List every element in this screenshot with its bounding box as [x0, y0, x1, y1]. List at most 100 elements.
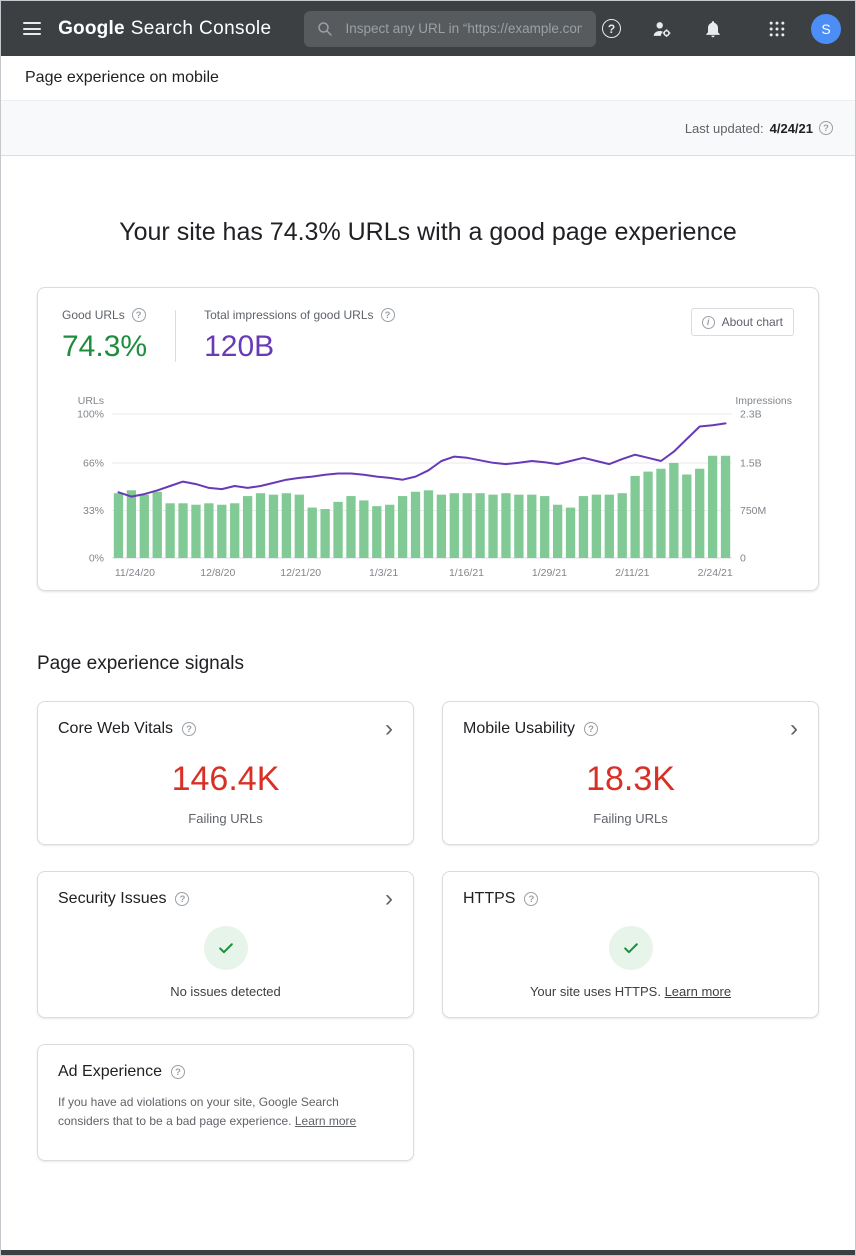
- hamburger-menu-icon[interactable]: [15, 11, 48, 47]
- notifications-bell-icon[interactable]: [697, 13, 729, 45]
- svg-text:33%: 33%: [83, 505, 104, 517]
- good-urls-help-icon[interactable]: [131, 308, 146, 322]
- core-web-vitals-help-icon[interactable]: [182, 722, 197, 736]
- help-icon[interactable]: [596, 13, 627, 44]
- impressions-label-row: Total impressions of good URLs: [204, 308, 395, 322]
- svg-text:11/24/20: 11/24/20: [115, 567, 155, 579]
- svg-text:1/29/21: 1/29/21: [532, 567, 567, 579]
- page-experience-chart-card: Good URLs 74.3% Total impressions of goo…: [37, 287, 819, 591]
- svg-text:0%: 0%: [89, 553, 104, 565]
- signals-grid: Core Web Vitals 146.4K Failing URLs Mobi…: [37, 701, 819, 1179]
- about-chart-label: About chart: [721, 315, 783, 329]
- impressions-help-icon[interactable]: [380, 308, 395, 322]
- mobile-usability-help-icon[interactable]: [584, 722, 599, 736]
- apps-grid-glyph: [769, 21, 785, 36]
- failing-urls-count: 18.3K: [586, 760, 675, 798]
- url-inspect-searchbox[interactable]: [303, 10, 596, 47]
- card-title: Ad Experience: [58, 1063, 163, 1080]
- ad-experience-text: If you have ad violations on your site, …: [58, 1095, 339, 1128]
- card-header: HTTPS: [463, 890, 798, 908]
- svg-text:URLs: URLs: [78, 395, 104, 407]
- check-glyph: [218, 943, 233, 954]
- good-urls-label: Good URLs: [62, 308, 125, 322]
- success-check-icon: [203, 926, 248, 970]
- about-chart-button[interactable]: About chart: [690, 308, 794, 336]
- ad-experience-help-icon[interactable]: [171, 1065, 186, 1079]
- https-help-icon[interactable]: [524, 892, 539, 906]
- chevron-right-icon[interactable]: [385, 721, 393, 737]
- page-experience-chart: 0% 0 33% 750M 66% 1.5B 100% 2.3B URLs Impressions…: [62, 388, 794, 580]
- svg-text:1/16/21: 1/16/21: [449, 567, 484, 579]
- bell-glyph: [706, 20, 720, 37]
- avatar[interactable]: S: [811, 13, 841, 44]
- last-updated-label: Last updated:: [684, 120, 764, 136]
- app-header: Google Search Console: [1, 1, 855, 56]
- card-caption: Your site uses HTTPS. Learn more: [463, 984, 798, 999]
- security-issues-card[interactable]: Security Issues No issues detected: [37, 871, 414, 1018]
- security-issues-help-icon[interactable]: [175, 892, 190, 906]
- signals-heading: Page experience signals: [37, 653, 245, 674]
- svg-text:12/8/20: 12/8/20: [200, 567, 235, 579]
- card-header: Security Issues: [58, 890, 393, 908]
- card-header: Ad Experience: [58, 1063, 393, 1081]
- svg-text:Impressions: Impressions: [735, 395, 792, 407]
- user-settings-icon[interactable]: [645, 12, 679, 46]
- https-caption-text: Your site uses HTTPS.: [529, 984, 661, 999]
- svg-text:2/11/21: 2/11/21: [615, 567, 649, 579]
- impressions-label: Total impressions of good URLs: [204, 308, 374, 322]
- svg-text:66%: 66%: [83, 457, 104, 469]
- svg-text:2.3B: 2.3B: [740, 409, 762, 421]
- mobile-usability-card[interactable]: Mobile Usability 18.3K Failing URLs: [442, 701, 819, 845]
- card-title: HTTPS: [463, 890, 516, 907]
- check-glyph: [623, 943, 638, 954]
- good-urls-stat: Good URLs 74.3%: [62, 308, 147, 364]
- breadcrumb: Page experience on mobile: [25, 69, 219, 86]
- hamburger-bar: [22, 27, 41, 30]
- app-title[interactable]: Google Search Console: [58, 18, 271, 40]
- main-content: Your site has 74.3% URLs with a good pag…: [1, 156, 855, 1250]
- card-title: Mobile Usability: [463, 720, 576, 737]
- svg-text:2/24/21: 2/24/21: [698, 567, 733, 579]
- last-updated-help-icon[interactable]: [819, 121, 833, 135]
- ad-experience-body: If you have ad violations on your site, …: [58, 1093, 393, 1130]
- url-inspect-input[interactable]: [343, 20, 584, 37]
- card-caption: Failing URLs: [593, 811, 668, 826]
- chevron-right-icon[interactable]: [790, 721, 798, 737]
- header-actions: S: [596, 12, 841, 46]
- breadcrumb-bar: Page experience on mobile: [1, 56, 855, 101]
- card-caption: No issues detected: [170, 984, 281, 999]
- bottom-edge: [1, 1250, 855, 1255]
- card-title: Security Issues: [58, 890, 167, 907]
- good-urls-label-row: Good URLs: [62, 308, 147, 322]
- card-title: Core Web Vitals: [58, 720, 174, 737]
- info-icon: [701, 315, 715, 329]
- card-header: Core Web Vitals: [58, 720, 393, 738]
- chevron-right-icon[interactable]: [385, 891, 393, 907]
- card-caption: Failing URLs: [188, 811, 263, 826]
- last-updated-date: 4/24/21: [769, 120, 813, 136]
- svg-text:12/21/20: 12/21/20: [280, 567, 321, 579]
- core-web-vitals-card[interactable]: Core Web Vitals 146.4K Failing URLs: [37, 701, 414, 845]
- svg-text:1/3/21: 1/3/21: [369, 567, 398, 579]
- status-bar: Last updated: 4/24/21: [1, 101, 855, 156]
- svg-text:750M: 750M: [740, 505, 766, 517]
- apps-grid-icon[interactable]: [761, 13, 793, 45]
- https-card: HTTPS Your site uses HTTPS. Learn more: [442, 871, 819, 1018]
- impressions-value: 120B: [204, 330, 275, 363]
- learn-more-link[interactable]: Learn more: [664, 984, 732, 999]
- brand-product: Search Console: [130, 17, 272, 39]
- person-gear-glyph: [653, 21, 671, 37]
- ad-experience-card: Ad Experience If you have ad violations …: [37, 1044, 414, 1162]
- impressions-stat: Total impressions of good URLs 120B: [204, 308, 395, 364]
- search-icon: [317, 21, 332, 36]
- brand-google: Google: [58, 17, 125, 39]
- learn-more-link[interactable]: Learn more: [294, 1113, 357, 1128]
- stats-divider: [175, 310, 177, 362]
- hamburger-bar: [22, 22, 41, 24]
- svg-text:0: 0: [740, 553, 746, 565]
- svg-text:1.5B: 1.5B: [740, 457, 762, 469]
- page-headline: Your site has 74.3% URLs with a good pag…: [119, 218, 737, 246]
- card-header: Mobile Usability: [463, 720, 798, 738]
- hamburger-bar: [22, 33, 41, 35]
